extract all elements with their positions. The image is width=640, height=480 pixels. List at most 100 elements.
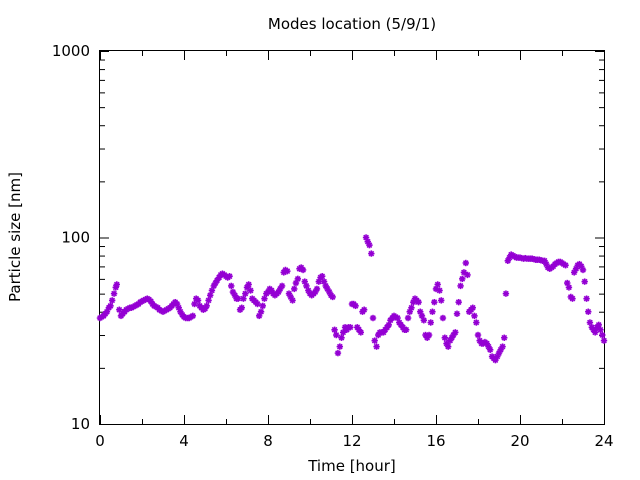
data-point: [562, 262, 569, 269]
data-point: [289, 297, 296, 304]
data-point: [486, 346, 494, 353]
data-point: [352, 302, 359, 310]
data-point: [581, 278, 588, 285]
data-point: [455, 298, 462, 306]
data-point: [420, 317, 428, 324]
data-point: [110, 290, 118, 297]
x-axis: 0 4 8 12 16 20 24: [95, 51, 614, 450]
data-point: [569, 295, 576, 302]
data-point: [278, 282, 286, 290]
y-tick-label: 1000: [52, 42, 90, 60]
data-point: [369, 314, 377, 322]
x-tick-label: 24: [594, 432, 613, 450]
data-point: [318, 273, 326, 280]
data-point: [368, 250, 375, 257]
data-point: [425, 331, 433, 339]
data-point: [444, 343, 452, 350]
data-point: [294, 275, 302, 283]
data-point: [299, 266, 307, 274]
data-point: [431, 298, 438, 306]
data-point: [469, 304, 476, 311]
plot-frame: [99, 50, 605, 425]
data-point: [464, 271, 471, 279]
data-point: [207, 292, 214, 299]
data-point: [404, 314, 412, 322]
data-point: [107, 302, 114, 310]
data-point: [247, 287, 254, 294]
data-point: [203, 302, 210, 310]
y-axis: 10 100 1000: [52, 42, 604, 433]
data-point: [462, 259, 470, 267]
data-point: [238, 304, 245, 311]
data-point: [473, 319, 480, 326]
data-point: [453, 310, 461, 317]
data-point: [471, 312, 478, 320]
data-point: [334, 349, 342, 357]
data-point: [438, 297, 445, 304]
data-point: [408, 304, 415, 311]
data-point: [336, 343, 344, 350]
x-tick-label: 12: [342, 432, 361, 450]
data-point: [360, 306, 368, 313]
data-point: [357, 329, 365, 336]
data-points: [96, 234, 608, 364]
data-point: [347, 324, 354, 331]
data-point: [427, 319, 434, 326]
y-tick-label: 100: [61, 229, 90, 247]
data-point: [371, 337, 378, 344]
data-point: [429, 308, 436, 315]
data-point: [564, 279, 571, 287]
chart-title: Modes location (5/9/1): [268, 15, 436, 33]
data-point: [457, 282, 464, 290]
x-tick-label: 8: [263, 432, 273, 450]
data-point: [501, 334, 508, 341]
data-point: [313, 285, 321, 293]
data-point: [459, 275, 466, 283]
data-point: [591, 329, 599, 336]
data-point: [600, 337, 608, 344]
data-point: [434, 281, 441, 288]
x-tick-label: 16: [426, 432, 445, 450]
data-point: [261, 295, 268, 302]
data-point: [205, 297, 212, 304]
data-point: [254, 300, 261, 308]
data-point: [583, 295, 590, 302]
data-point: [415, 298, 422, 306]
data-point: [194, 297, 202, 304]
data-point: [585, 308, 592, 315]
data-point: [338, 334, 345, 341]
data-point: [242, 290, 249, 297]
data-point: [291, 285, 298, 293]
x-axis-label: Time [hour]: [307, 457, 396, 475]
data-point: [329, 293, 336, 301]
data-point: [257, 308, 265, 315]
y-tick-label: 10: [71, 415, 90, 433]
data-point: [333, 331, 340, 339]
data-point: [499, 343, 506, 350]
data-point: [228, 282, 235, 290]
data-point: [579, 266, 587, 274]
data-point: [402, 326, 410, 333]
data-point: [284, 267, 291, 275]
data-point: [189, 312, 197, 320]
x-tick-label: 20: [510, 432, 529, 450]
data-point: [259, 302, 266, 310]
data-point: [373, 343, 380, 350]
data-point: [113, 281, 121, 288]
y-axis-label: Particle size [nm]: [6, 172, 24, 302]
data-point: [226, 273, 233, 280]
data-point: [331, 326, 338, 333]
data-point: [245, 281, 252, 288]
data-point: [452, 329, 459, 336]
data-point: [191, 300, 198, 308]
data-point: [240, 295, 247, 302]
data-point: [234, 295, 242, 302]
data-point: [474, 331, 482, 339]
x-tick-label: 4: [179, 432, 189, 450]
data-point: [441, 334, 449, 341]
data-point: [565, 284, 573, 291]
data-point: [439, 314, 447, 322]
data-point: [599, 331, 606, 339]
data-point: [436, 287, 443, 294]
